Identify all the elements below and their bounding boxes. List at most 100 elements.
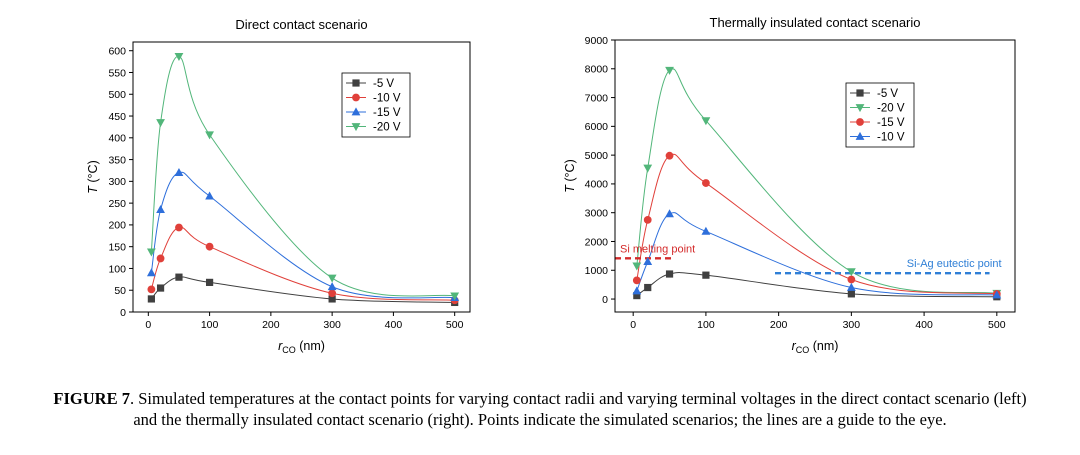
data-point-5-v <box>702 271 710 279</box>
data-point-20-v <box>643 164 653 173</box>
x-axis-label: rCO (nm) <box>278 339 325 355</box>
y-tick-label: 100 <box>108 263 126 275</box>
data-point-5-v <box>665 270 674 278</box>
data-point-20-v <box>701 117 711 126</box>
data-point-15-v <box>702 179 710 187</box>
y-tick-label: 350 <box>108 154 126 166</box>
x-tick-label: 300 <box>843 319 861 331</box>
y-tick-label: 9000 <box>585 35 609 47</box>
y-tick-label: 550 <box>108 67 126 79</box>
y-tick-label: 50 <box>114 285 126 297</box>
data-point-10-v <box>992 290 1002 299</box>
x-tick-label: 500 <box>988 319 1006 331</box>
legend-label-20-v: -20 V <box>373 122 401 134</box>
data-point-5-v <box>156 284 165 292</box>
legend-marker-15-v <box>856 118 864 126</box>
data-point-15-v <box>632 276 641 285</box>
data-point-15-v <box>146 268 156 277</box>
data-point-15-v <box>327 282 337 291</box>
data-point-20-v <box>174 52 184 61</box>
data-point-15-v <box>643 215 652 224</box>
data-point-15-v <box>156 205 165 214</box>
x-tick-label: 100 <box>201 319 219 331</box>
y-tick-label: 2000 <box>585 236 609 248</box>
x-tick-label: 200 <box>262 319 280 331</box>
caption-label: FIGURE 7 <box>53 389 130 408</box>
data-point-10-v <box>156 254 165 263</box>
legend-marker-15-v <box>351 107 361 116</box>
y-tick-label: 1000 <box>585 265 609 277</box>
data-point-20-v <box>632 262 642 271</box>
reference-label-si-melting-point: Si melting point <box>620 243 695 255</box>
y-tick-label: 150 <box>108 241 126 253</box>
data-point-10-v <box>665 209 674 218</box>
y-tick-label: 3000 <box>585 207 609 219</box>
series-line-10-v <box>150 226 455 301</box>
y-tick-label: 5000 <box>585 150 609 162</box>
data-point-10-v <box>175 223 183 232</box>
plot-frame <box>132 41 471 313</box>
data-point-10-v <box>328 289 337 298</box>
chart-title: Thermally insulated contact scenario <box>710 15 921 30</box>
x-axis-label: rCO (nm) <box>792 339 839 355</box>
legend-label-5-v: -5 V <box>877 88 898 100</box>
y-tick-label: 250 <box>108 198 126 210</box>
data-point-15-v <box>847 275 856 284</box>
data-point-20-v <box>450 292 460 301</box>
y-tick-label: 7000 <box>585 92 609 104</box>
insulated-contact-chart: Thermally insulated contact scenario Si m… <box>563 15 1016 355</box>
legend: -5 V -20 V -15 V -10 V <box>845 82 915 148</box>
legend-marker-10-v <box>855 131 865 140</box>
chart-title: Direct contact scenario <box>235 17 367 32</box>
data-point-5-v <box>644 283 652 292</box>
y-tick-label: 200 <box>108 220 126 232</box>
legend-marker-5-v <box>352 79 360 87</box>
direct-contact-chart: Direct contact scenario 0 100 200 300 400 500 0… <box>86 17 471 355</box>
legend-marker-20-v <box>855 104 865 113</box>
data-point-10-v <box>147 285 156 294</box>
y-axis-label: T (°C) <box>86 160 100 193</box>
data-point-20-v <box>665 66 674 75</box>
data-point-10-v <box>846 282 856 291</box>
data-point-20-v <box>327 274 337 283</box>
legend-label-15-v: -15 V <box>877 117 905 129</box>
y-tick-label: 300 <box>108 176 126 188</box>
legend-label-10-v: -10 V <box>373 93 401 105</box>
data-point-5-v <box>328 295 336 303</box>
y-tick-label: 500 <box>108 89 126 101</box>
y-tick-label: 400 <box>108 133 126 145</box>
series-line-15-v <box>150 171 455 299</box>
x-tick-label: 0 <box>630 319 636 331</box>
y-tick-label: 0 <box>120 307 126 319</box>
y-tick-label: 0 <box>602 294 608 306</box>
data-point-15-v <box>174 168 184 177</box>
x-tick-label: 200 <box>770 319 788 331</box>
data-point-5-v <box>147 295 155 303</box>
data-point-20-v <box>156 119 165 128</box>
legend: -5 V -10 V -15 V -20 V <box>341 72 411 138</box>
data-point-20-v <box>846 268 856 277</box>
x-tick-label: 0 <box>145 319 151 331</box>
reference-label-si-ag-eutectic-point: Si-Ag eutectic point <box>907 258 1002 270</box>
data-point-5-v <box>205 278 214 286</box>
data-point-20-v <box>146 248 156 257</box>
y-tick-label: 4000 <box>585 179 609 191</box>
legend-label-5-v: -5 V <box>373 78 394 90</box>
data-point-15-v <box>665 151 674 160</box>
x-tick-label: 100 <box>697 319 715 331</box>
legend-label-20-v: -20 V <box>877 103 905 115</box>
legend-marker-20-v <box>351 123 361 132</box>
y-tick-label: 600 <box>108 46 126 58</box>
x-tick-label: 400 <box>915 319 933 331</box>
x-tick-label: 400 <box>385 319 403 331</box>
legend-label-15-v: -15 V <box>373 107 401 119</box>
series-line-20-v <box>150 55 455 297</box>
y-tick-label: 450 <box>108 111 126 123</box>
data-point-5-v <box>847 290 855 298</box>
figure-caption: FIGURE 7. Simulated temperatures at the … <box>40 388 1040 430</box>
x-tick-label: 300 <box>323 319 341 331</box>
data-point-5-v <box>633 291 641 300</box>
data-point-5-v <box>175 273 183 281</box>
y-axis-label: T (°C) <box>563 159 577 192</box>
data-point-15-v <box>205 191 214 200</box>
